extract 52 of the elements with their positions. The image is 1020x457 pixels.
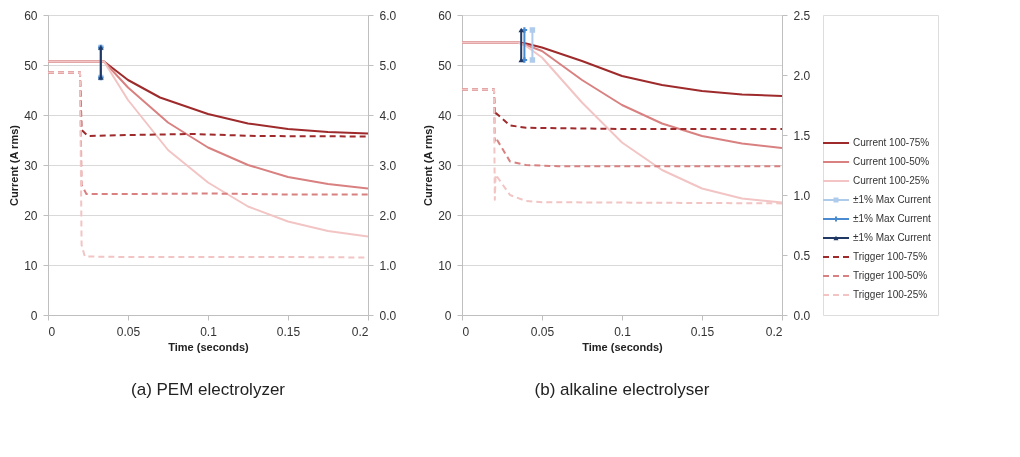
y-tick-label: 30 [438, 158, 452, 173]
y2-tick-label: 0.5 [793, 248, 811, 263]
x-tick-label: 0.05 [116, 324, 141, 339]
y2-tick-label: 2.0 [379, 208, 397, 223]
x-tick-label: 0.2 [765, 324, 783, 339]
y-tick-label: 40 [24, 108, 38, 123]
y2-tick-label: 4.0 [379, 108, 397, 123]
legend-label: Trigger 100-25% [853, 289, 928, 300]
y2-tick-label: 2.5 [793, 8, 811, 23]
y-tick-label: 10 [438, 258, 452, 273]
y2-tick-label: 6.0 [379, 8, 397, 23]
y-tick-label: 50 [438, 58, 452, 73]
y-tick-label: 50 [24, 58, 38, 73]
y2-tick-label: 0.0 [793, 308, 811, 323]
y2-tick-label: 3.0 [379, 158, 397, 173]
y2-tick-label: 0.0 [379, 308, 397, 323]
legend-label: Trigger 100-75% [853, 251, 928, 262]
x-tick-label: 0.2 [351, 324, 369, 339]
legend-label: ±1% Max Current [853, 232, 931, 243]
x-tick-label: 0.15 [276, 324, 301, 339]
y-axis-title: Current (A rms) [8, 124, 21, 206]
x-tick-label: 0.15 [690, 324, 715, 339]
y2-tick-label: 1.5 [793, 128, 811, 143]
y-axis-title: Current (A rms) [422, 124, 435, 206]
y-tick-label: 0 [30, 308, 38, 323]
y-tick-label: 0 [444, 308, 452, 323]
y2-tick-label: 5.0 [379, 58, 397, 73]
y-tick-label: 60 [438, 8, 452, 23]
legend-label: Current 100-75% [853, 137, 930, 148]
x-tick-label: 0 [48, 324, 56, 339]
y-tick-label: 10 [24, 258, 38, 273]
text: (b) alkaline electrolyser [534, 380, 710, 399]
legend-label: ±1% Max Current [853, 213, 931, 224]
legend-label: ±1% Max Current [853, 194, 931, 205]
y-tick-label: 20 [438, 208, 452, 223]
x-tick-label: 0.05 [530, 324, 555, 339]
x-tick-label: 0.1 [614, 324, 632, 339]
legend-label: Current 100-50% [853, 156, 930, 167]
x-tick-label: 0 [462, 324, 470, 339]
legend-label: Current 100-25% [853, 175, 930, 186]
y2-tick-label: 2.0 [793, 68, 811, 83]
y2-tick-label: 1.0 [379, 258, 397, 273]
y2-tick-label: 1.0 [793, 188, 811, 203]
x-axis-title: Time (seconds) [582, 340, 664, 353]
y-tick-label: 30 [24, 158, 38, 173]
text: (a) PEM electrolyzer [131, 380, 286, 399]
y-tick-label: 40 [438, 108, 452, 123]
x-axis-title: Time (seconds) [168, 340, 250, 353]
legend-label: Trigger 100-50% [853, 270, 928, 281]
y-tick-label: 60 [24, 8, 38, 23]
y-tick-label: 20 [24, 208, 38, 223]
x-tick-label: 0.1 [200, 324, 218, 339]
